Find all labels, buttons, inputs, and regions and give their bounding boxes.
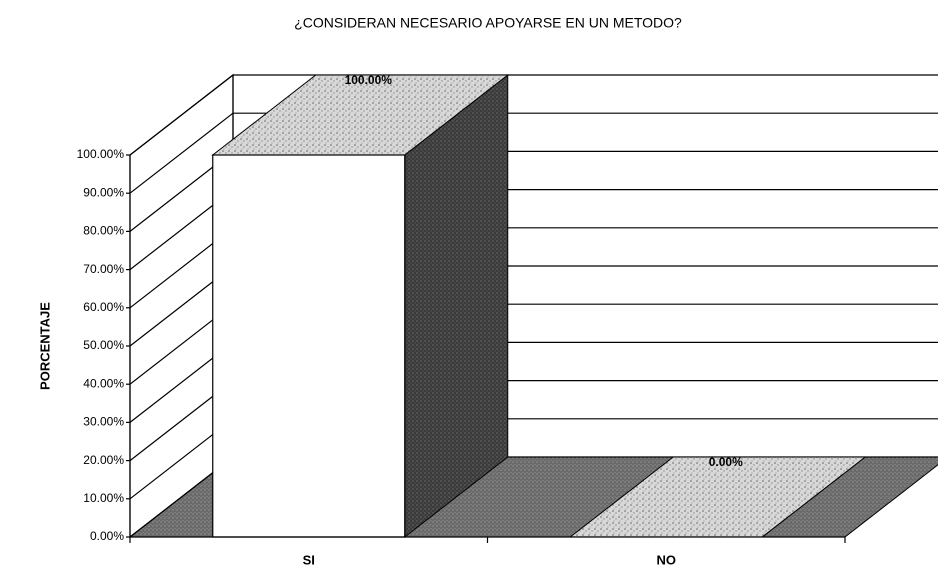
y-tick-label: 80.00% [83, 224, 124, 238]
grid-line [129, 74, 938, 156]
value-label: 100.00% [345, 73, 393, 87]
y-tick-label: 90.00% [83, 185, 124, 199]
y-tick-label: 40.00% [83, 376, 124, 390]
grid-line [129, 112, 938, 194]
y-tick-label: 50.00% [83, 338, 124, 352]
y-tick-label: 20.00% [83, 453, 124, 467]
bar-side [404, 73, 509, 539]
y-tick-label: 0.00% [90, 529, 124, 543]
y-axis-label: PORCENTAJE [37, 302, 52, 390]
value-label: 0.00% [709, 455, 743, 469]
y-tick-label: 10.00% [83, 491, 124, 505]
y-tick-label: 100.00% [77, 147, 125, 161]
x-tick-label: NO [657, 552, 677, 567]
bar [212, 154, 406, 538]
x-tick-label: SI [303, 552, 315, 567]
y-tick-label: 70.00% [83, 262, 124, 276]
y-tick-label: 60.00% [83, 300, 124, 314]
chart-title: ¿CONSIDERAN NECESARIO APOYARSE EN UN MET… [294, 15, 682, 31]
y-tick-label: 30.00% [83, 415, 124, 429]
